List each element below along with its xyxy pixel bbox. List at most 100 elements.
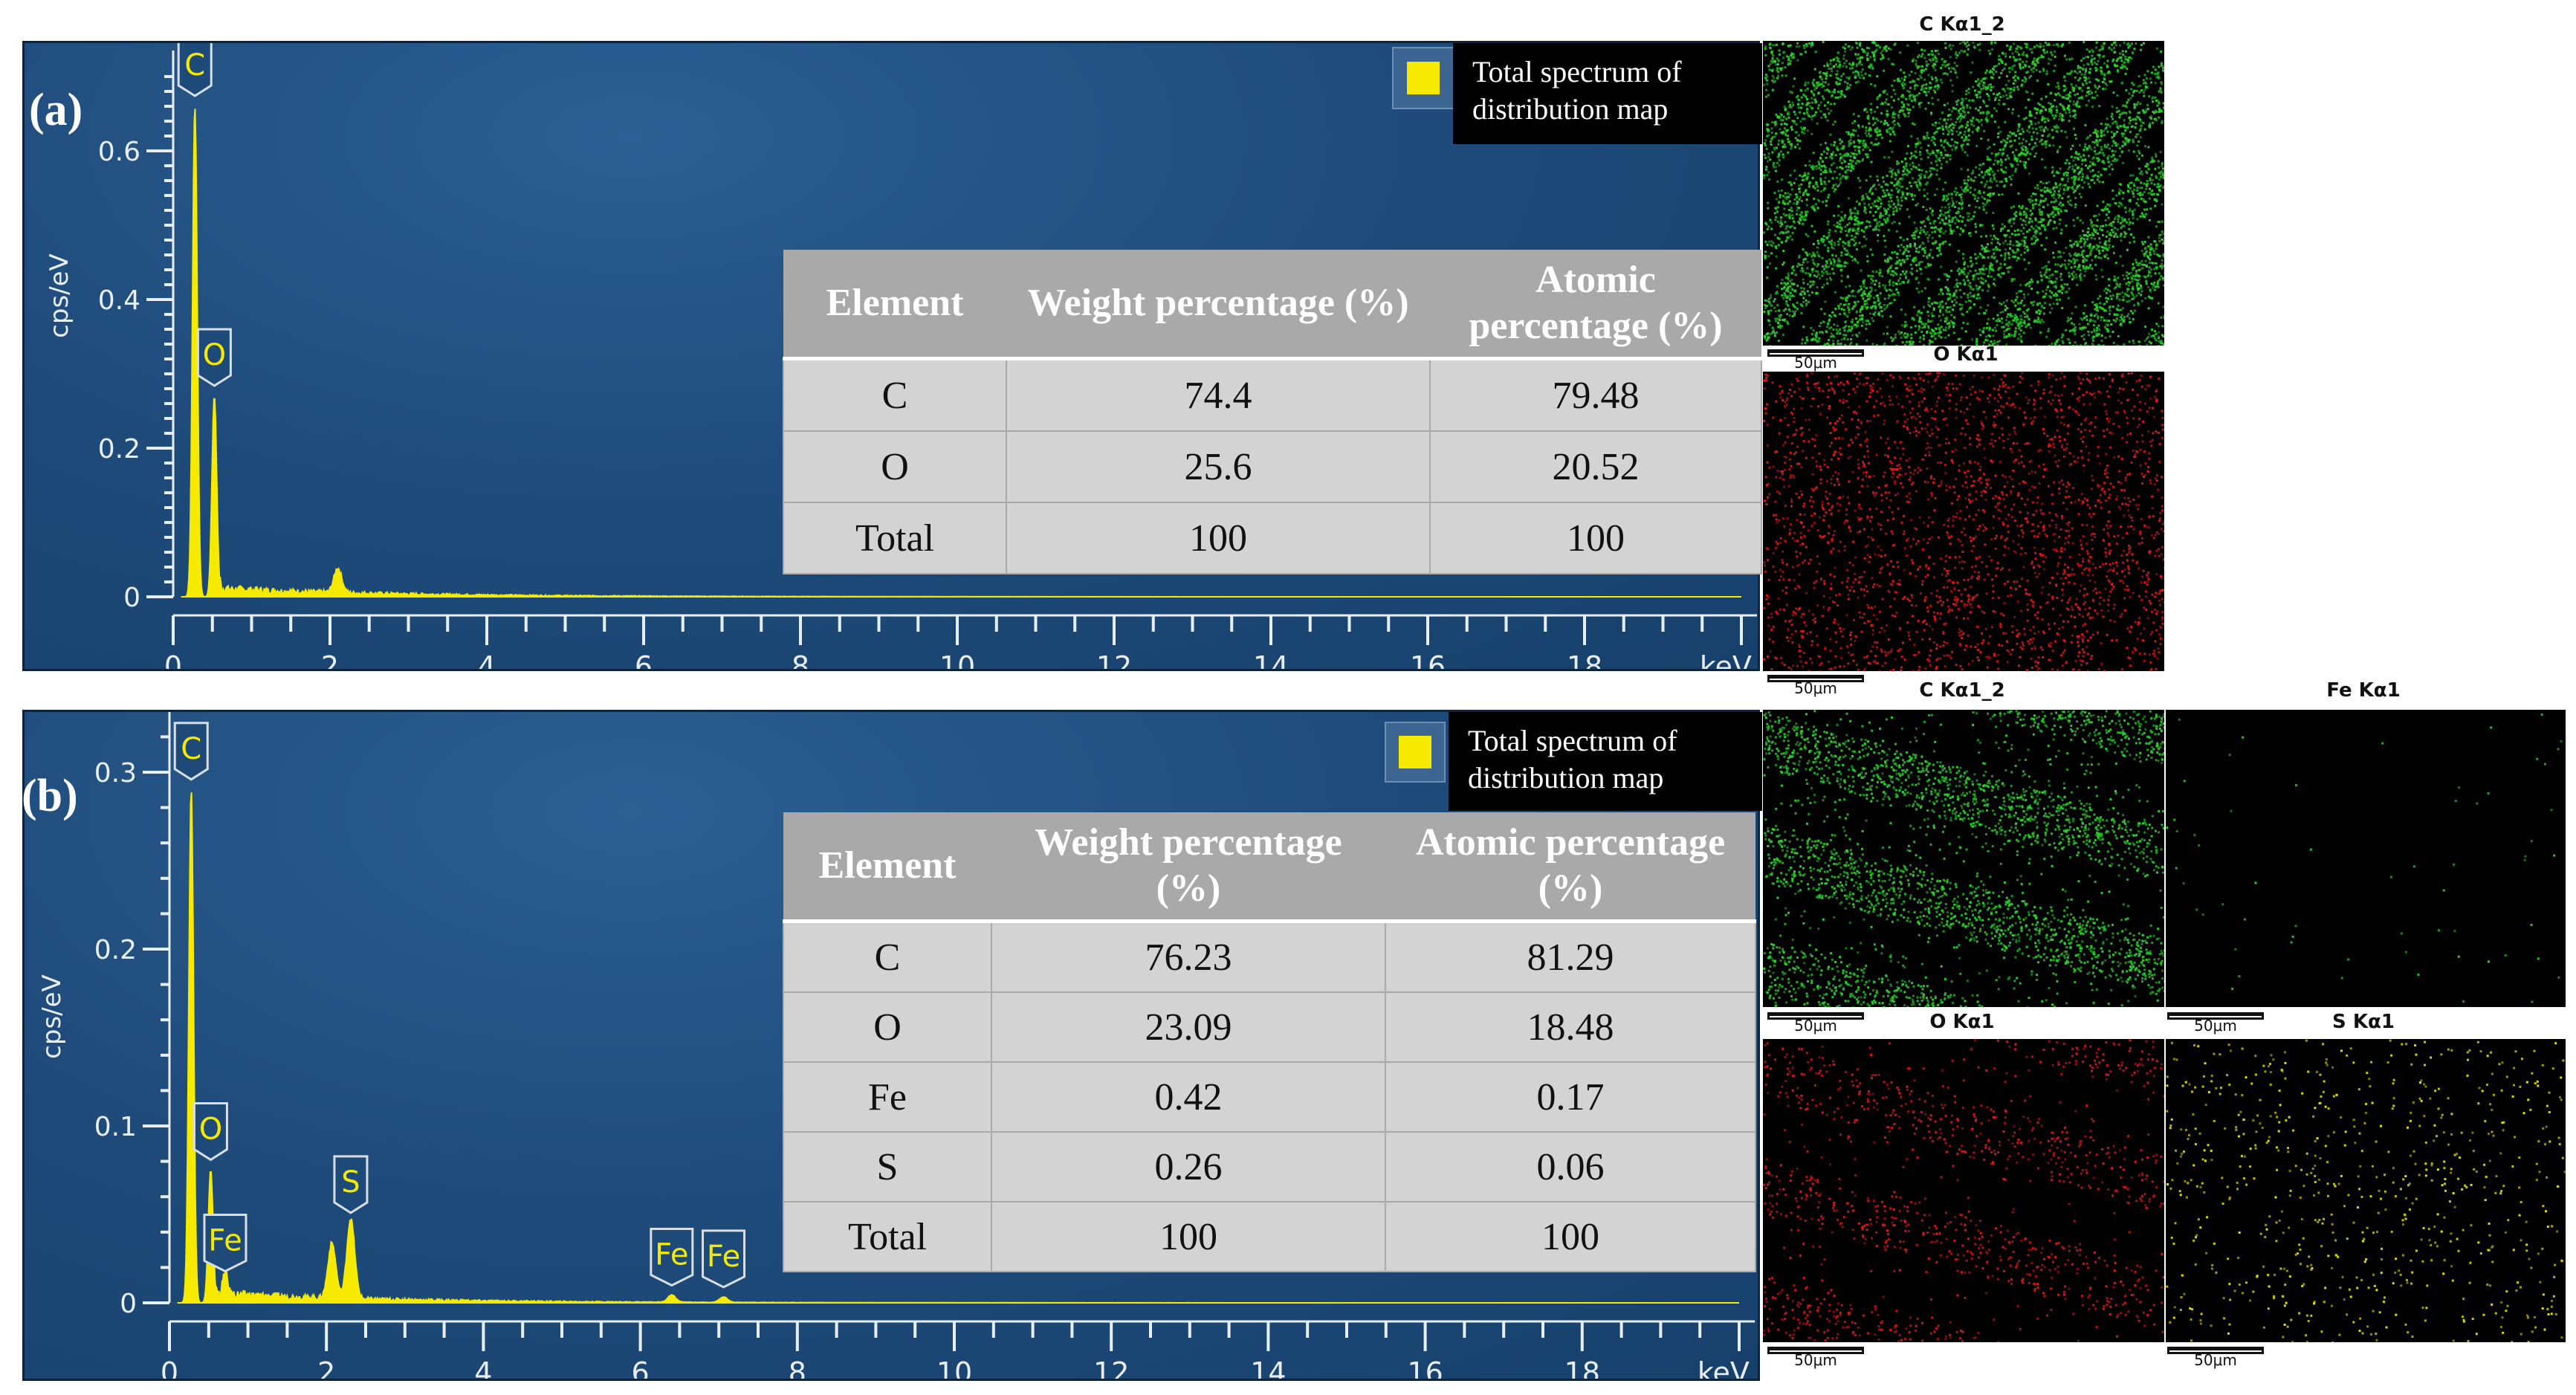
y-tick-label: 0.2 <box>98 434 140 465</box>
carbon-map-a <box>1763 41 2164 346</box>
spectrum-line <box>177 792 1739 1304</box>
x-tick-label: 18 <box>1564 1356 1600 1379</box>
table-header-element: Element <box>783 812 991 923</box>
y-tick-label: 0.1 <box>94 1112 137 1142</box>
x-tick-label: 14 <box>1250 1356 1286 1379</box>
peak-label: C <box>177 43 213 97</box>
table-cell: 0.42 <box>991 1061 1386 1133</box>
spectrum-panel-a: 0 0.2 0.4 0.6 cps/eV 0 2 4 6 8 10 12 14 16 18 keV C O (a)… <box>22 41 1762 671</box>
table-cell: C <box>783 357 1007 432</box>
table-cell: 0.17 <box>1385 1061 1756 1133</box>
peak-label: O <box>196 328 232 387</box>
oxygen-map-b <box>1763 1039 2164 1342</box>
legend-text-b: Total spectrum of distribution map <box>1449 712 1762 811</box>
panel-label-a: (a) <box>29 85 83 135</box>
map-label-o-a: O Kα1 <box>1933 343 1999 366</box>
table-row: O 25.6 20.52 <box>783 430 1762 503</box>
map-label-c-b: C Kα1_2 <box>1919 679 2005 702</box>
oxygen-map-a <box>1763 372 2164 671</box>
x-tick-label: 4 <box>478 650 496 669</box>
iron-map-b <box>2166 710 2566 1007</box>
scalebar-b2: 50μm <box>1767 1347 1864 1369</box>
map-label-s-b: S Kα1 <box>2332 1011 2395 1033</box>
table-cell: 76.23 <box>991 920 1386 993</box>
x-tick-label: 10 <box>936 1356 972 1379</box>
table-cell: Total <box>783 1201 992 1272</box>
svg-text:C: C <box>181 732 201 766</box>
svg-text:O: O <box>199 1113 222 1147</box>
table-cell: 23.09 <box>991 991 1386 1063</box>
carbon-map-b <box>1763 710 2164 1007</box>
table-header-element: Element <box>783 250 1006 360</box>
table-header-weight: Weight percentage (%) <box>991 812 1385 923</box>
spectrum-panel-b: 0 0.1 0.2 0.3 cps/eV 0 2 4 6 8 10 12 14 16 18 keV C O Fe S F… <box>22 710 1762 1381</box>
svg-text:C: C <box>184 48 205 82</box>
svg-text:S: S <box>341 1165 360 1200</box>
table-cell: C <box>783 920 992 993</box>
x-tick-label: 12 <box>1096 650 1132 669</box>
peak-label: S <box>333 1155 369 1214</box>
table-cell: 100 <box>1385 1201 1756 1272</box>
table-row: Total 100 100 <box>783 1201 1756 1272</box>
svg-text:Fe: Fe <box>208 1223 242 1258</box>
scalebar-a1: 50μm <box>1767 675 1864 697</box>
x-tick-label: 10 <box>939 650 975 669</box>
x-tick-label: 8 <box>792 650 809 669</box>
scalebar-b0: 50μm <box>1767 1012 1864 1035</box>
peak-label: Fe <box>650 1227 694 1287</box>
table-cell: 100 <box>1006 502 1431 574</box>
table-cell: 0.26 <box>991 1131 1386 1203</box>
table-header-weight: Weight percentage (%) <box>1006 250 1430 360</box>
scalebar-b3: 50μm <box>2167 1347 2264 1369</box>
x-tick-label: 2 <box>321 650 339 669</box>
y-tick-label: 0.6 <box>98 137 140 167</box>
x-tick-label: 14 <box>1253 650 1289 669</box>
table-cell: Total <box>783 502 1007 574</box>
table-row: C 74.4 79.48 <box>783 357 1762 432</box>
table-header-atomic: Atomic percentage (%) <box>1385 812 1755 923</box>
table-cell: 79.48 <box>1429 357 1762 432</box>
x-tick-label: 8 <box>789 1356 806 1379</box>
table-cell: 100 <box>1429 502 1762 574</box>
table-cell: Fe <box>783 1061 992 1133</box>
table-cell: O <box>783 430 1007 503</box>
y-tick-label: 0 <box>120 1289 137 1319</box>
x-tick-label: 6 <box>635 650 653 669</box>
x-axis-label: keV <box>1698 1356 1750 1379</box>
table-row: C 76.23 81.29 <box>783 920 1756 993</box>
svg-text:Fe: Fe <box>707 1240 740 1274</box>
table-row: Fe 0.42 0.17 <box>783 1061 1756 1133</box>
y-tick-label: 0.3 <box>94 758 137 789</box>
elemental-maps-a: C Kα1_2 50μm O Kα1 50μm <box>0 0 2576 697</box>
table-cell: 81.29 <box>1385 920 1756 993</box>
x-axis-label: keV <box>1700 650 1752 669</box>
sulfur-map-b <box>2166 1039 2566 1342</box>
x-tick-label: 2 <box>317 1356 335 1379</box>
table-row: S 0.26 0.06 <box>783 1131 1756 1203</box>
x-tick-label: 12 <box>1093 1356 1129 1379</box>
composition-table-a: Element Weight percentage (%) Atomic per… <box>783 250 1762 574</box>
table-cell: 100 <box>991 1201 1386 1272</box>
peak-label: O <box>192 1102 228 1162</box>
peak-label: C <box>173 722 209 781</box>
y-tick-label: 0.4 <box>98 285 140 316</box>
table-cell: 20.52 <box>1429 430 1762 503</box>
legend-text-a: Total spectrum of distribution map <box>1453 43 1762 144</box>
table-header-atomic: Atomic percentage (%) <box>1430 250 1761 360</box>
table-cell: 18.48 <box>1385 991 1756 1063</box>
x-tick-label: 16 <box>1410 650 1446 669</box>
table-cell: 0.06 <box>1385 1131 1756 1203</box>
x-tick-label: 6 <box>632 1356 650 1379</box>
x-tick-label: 4 <box>474 1356 492 1379</box>
scalebar-a0: 50μm <box>1767 349 1864 372</box>
peak-label: Fe <box>203 1213 247 1273</box>
x-tick-label: 0 <box>161 1356 178 1379</box>
y-tick-label: 0 <box>123 583 140 613</box>
y-axis-label: cps/eV <box>45 253 74 338</box>
panel-label-b: (b) <box>22 771 78 821</box>
scalebar-b1: 50μm <box>2167 1012 2264 1035</box>
x-tick-label: 0 <box>164 650 182 669</box>
